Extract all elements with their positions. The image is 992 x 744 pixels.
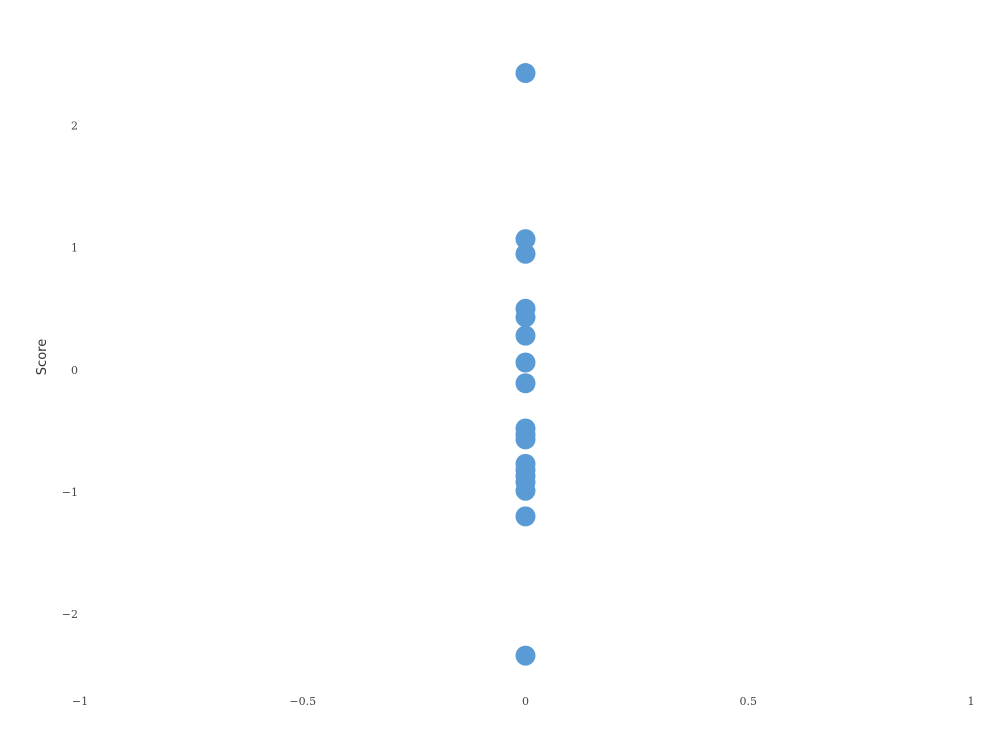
y-tick-label: 0 — [71, 364, 78, 377]
y-tick-label: −1 — [62, 486, 78, 499]
data-point — [515, 243, 536, 264]
data-point — [515, 480, 536, 501]
x-tick-label: −0.5 — [289, 695, 316, 708]
data-point — [515, 307, 536, 328]
data-point — [515, 63, 536, 84]
data-point — [515, 229, 536, 250]
x-tick-label: 0.5 — [740, 695, 758, 708]
x-tick-label: −1 — [72, 695, 88, 708]
data-point — [515, 352, 536, 373]
y-tick-label: 2 — [71, 120, 78, 133]
x-tick-label: 1 — [968, 695, 975, 708]
x-axis-ticks: −1 −0.5 0 0.5 1 — [72, 695, 975, 708]
data-point — [515, 645, 536, 666]
data-point — [515, 429, 536, 450]
data-point — [515, 373, 536, 394]
data-points — [515, 63, 536, 666]
x-tick-label: 0 — [522, 695, 529, 708]
data-point — [515, 506, 536, 527]
y-axis-ticks: −2 −1 0 1 2 — [62, 120, 78, 621]
y-tick-label: 1 — [71, 242, 78, 255]
data-point — [515, 325, 536, 346]
data-point — [515, 459, 536, 480]
y-axis-title: Score — [35, 339, 50, 375]
y-tick-label: −2 — [62, 608, 78, 621]
